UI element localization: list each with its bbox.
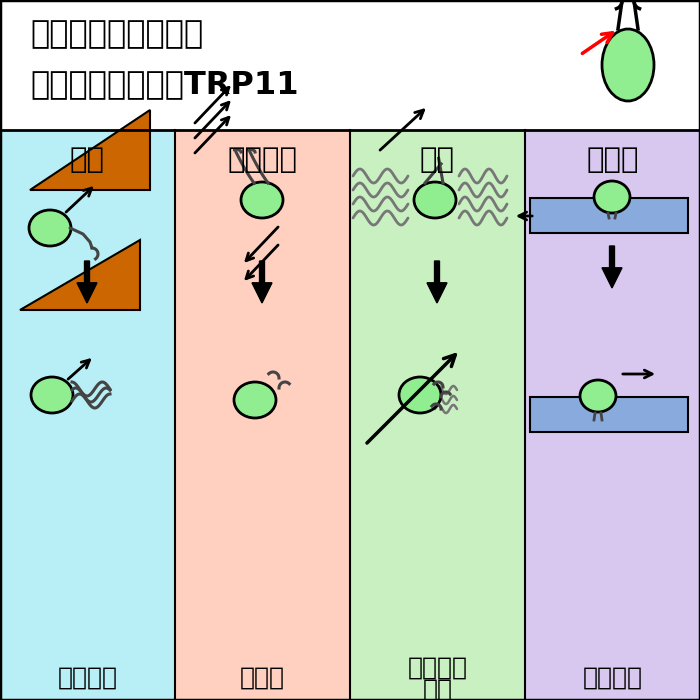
FancyArrow shape xyxy=(252,261,272,303)
Bar xyxy=(350,130,525,700)
Polygon shape xyxy=(20,240,140,310)
FancyArrow shape xyxy=(77,261,97,303)
Bar xyxy=(525,130,700,700)
Text: 衝突: 衝突 xyxy=(70,146,105,174)
Text: 機械刺激を感じるTRP11: 機械刺激を感じるTRP11 xyxy=(30,69,299,101)
FancyArrow shape xyxy=(427,261,447,303)
Text: せん断力: せん断力 xyxy=(228,146,298,174)
Bar xyxy=(530,397,688,432)
Ellipse shape xyxy=(31,377,73,413)
Text: 遊泳速度: 遊泳速度 xyxy=(407,656,468,680)
Bar xyxy=(175,130,350,700)
Ellipse shape xyxy=(399,377,441,413)
Text: 脱繊毛: 脱繊毛 xyxy=(240,666,285,690)
Bar xyxy=(0,130,175,700)
Polygon shape xyxy=(30,110,150,190)
Text: 上昇: 上昇 xyxy=(423,678,452,700)
Text: 滑走開始: 滑走開始 xyxy=(582,666,643,690)
Ellipse shape xyxy=(602,29,654,101)
Bar xyxy=(530,198,688,233)
FancyArrow shape xyxy=(602,246,622,288)
Text: さまざまなタイプの: さまざまなタイプの xyxy=(30,20,203,50)
Ellipse shape xyxy=(241,182,283,218)
Text: 後退遊泳: 後退遊泳 xyxy=(57,666,118,690)
Ellipse shape xyxy=(414,182,456,218)
Ellipse shape xyxy=(234,382,276,418)
Ellipse shape xyxy=(29,210,71,246)
Ellipse shape xyxy=(580,380,616,412)
Ellipse shape xyxy=(594,181,630,213)
Text: 振動: 振動 xyxy=(420,146,455,174)
Text: 引張り: 引張り xyxy=(587,146,638,174)
Bar xyxy=(0,0,700,130)
